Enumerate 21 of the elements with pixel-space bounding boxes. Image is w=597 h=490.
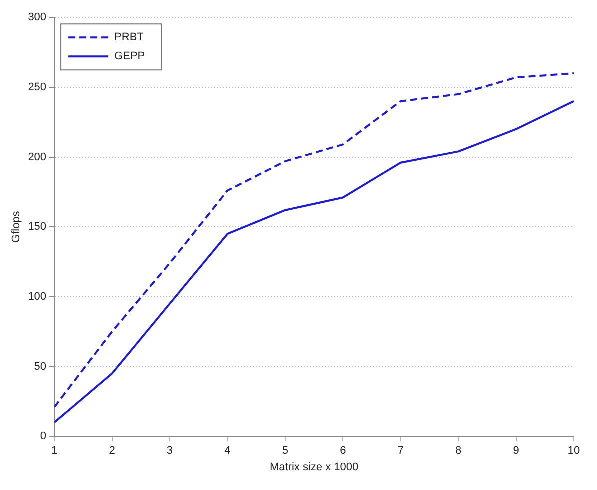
x-tick-label: 5 (282, 445, 288, 458)
x-tick-label: 9 (513, 445, 520, 458)
x-axis-title: Matrix size x 1000 (270, 461, 359, 474)
x-tick-label: 7 (398, 445, 404, 458)
x-tick-label: 1 (51, 445, 58, 458)
y-tick-label: 0 (40, 430, 47, 443)
x-tick-label: 6 (340, 445, 346, 458)
y-tick-label: 250 (28, 81, 47, 94)
y-tick-label: 100 (28, 290, 47, 303)
y-axis-title: Gflops (10, 210, 23, 243)
x-tick-label: 4 (224, 445, 231, 458)
y-tick-label: 150 (28, 221, 47, 234)
y-tick-label: 200 (28, 151, 47, 164)
x-tick-label: 2 (109, 445, 116, 458)
x-tick-label: 3 (166, 445, 174, 458)
y-tick-label: 50 (34, 360, 47, 373)
x-tick-label: 8 (456, 445, 462, 458)
x-tick-label: 10 (568, 445, 580, 458)
legend-label: GEPP (114, 50, 146, 63)
legend-label: PRBT (114, 32, 144, 44)
y-tick-label: 300 (28, 12, 47, 24)
